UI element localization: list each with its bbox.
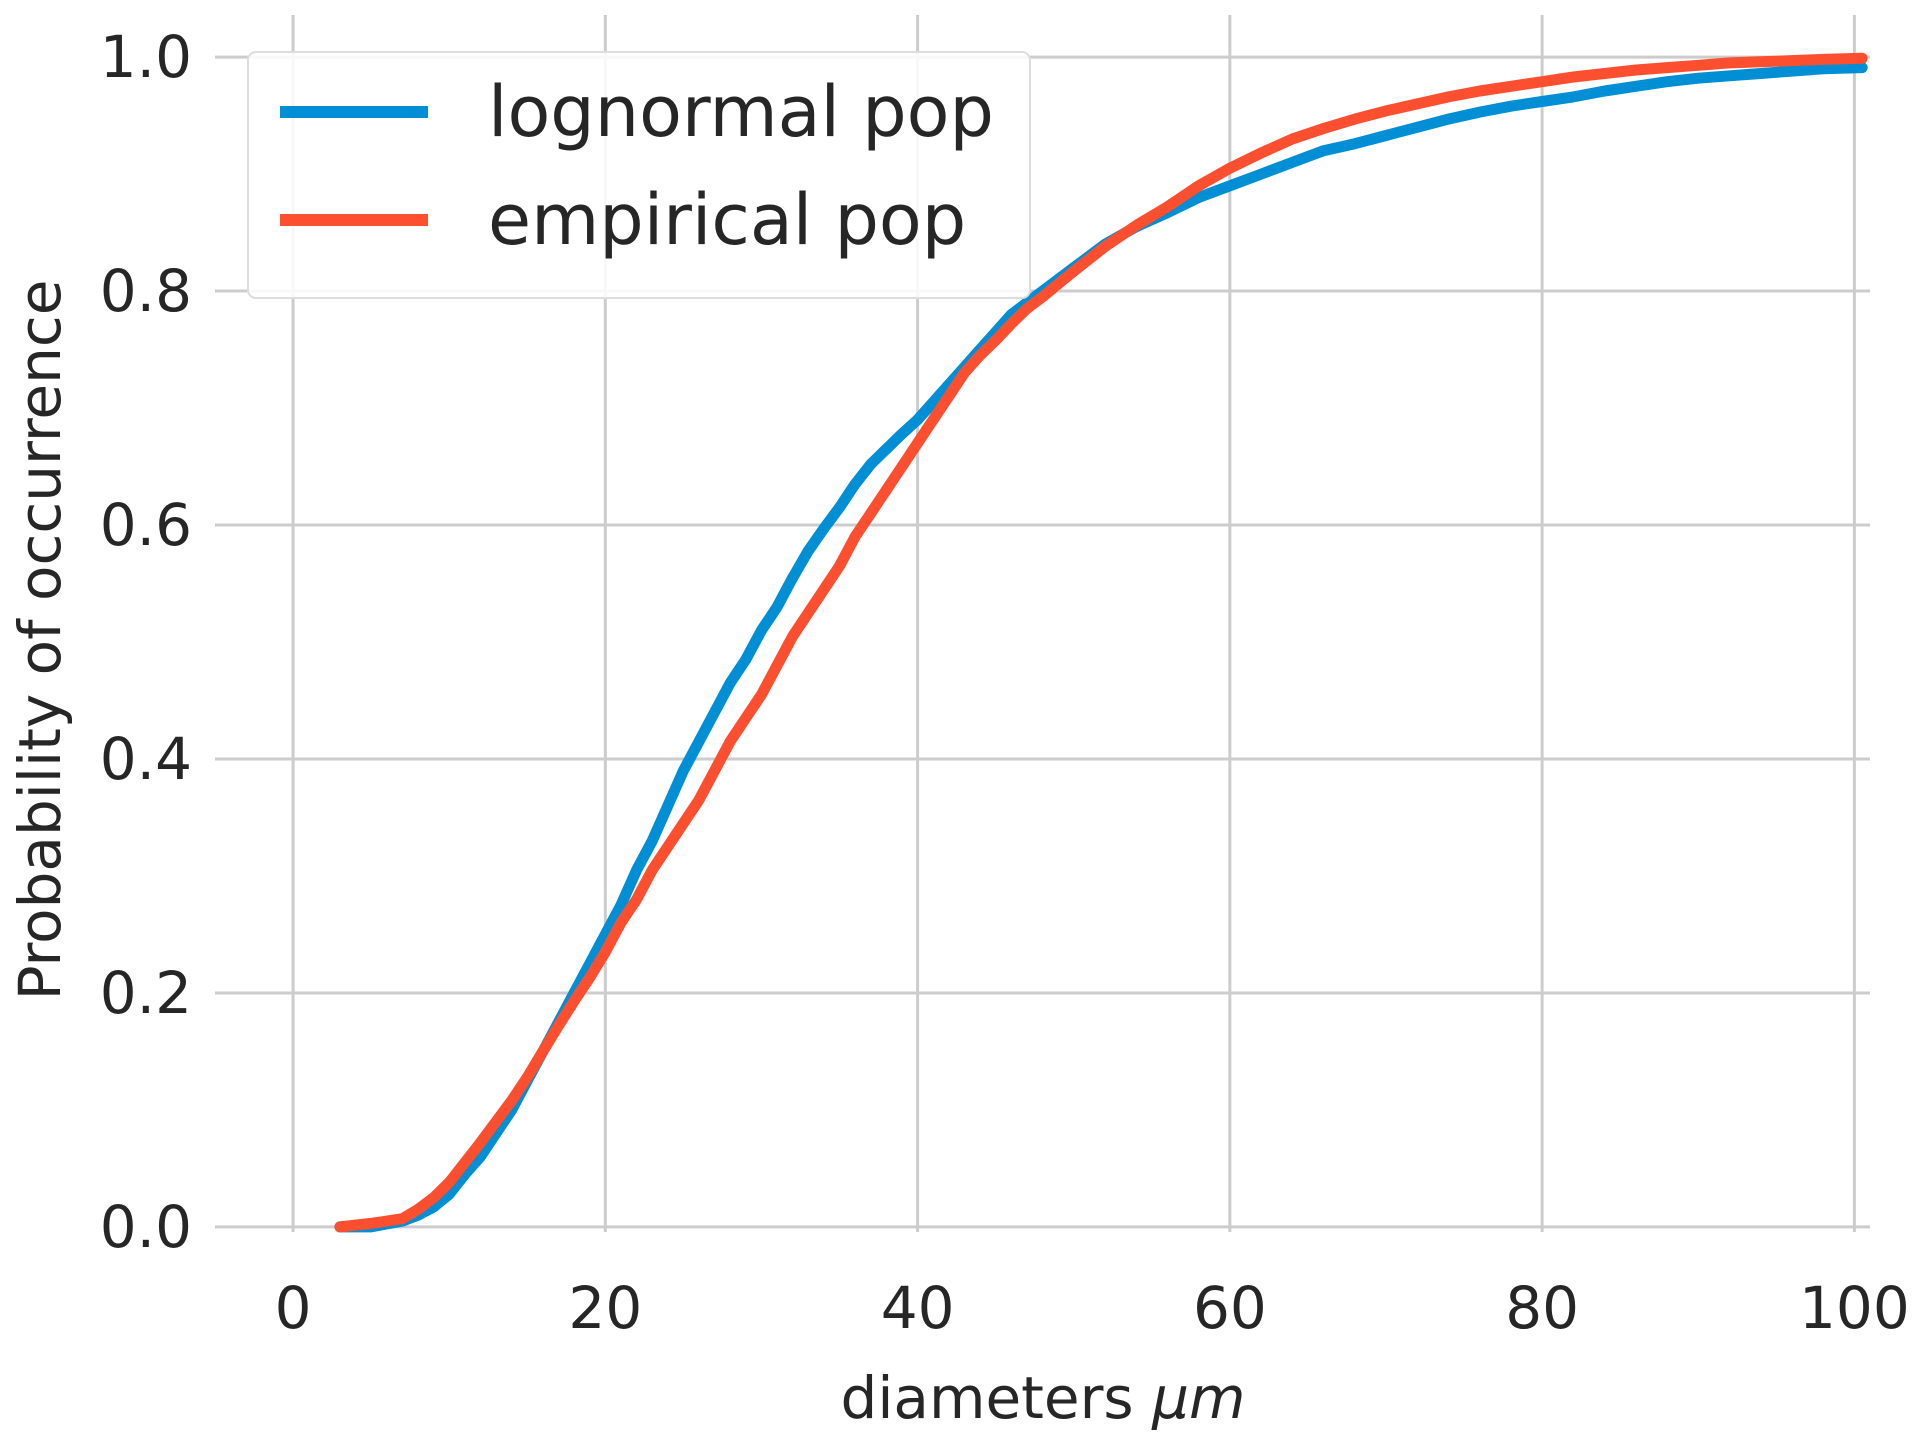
x-tick-label-5: 100 [1799,1274,1910,1342]
legend-label-1: empirical pop [488,179,966,261]
x-tick-label-1: 20 [568,1274,642,1342]
y-tick-labels: 0.0 0.2 0.4 0.6 0.8 1.0 [100,23,192,1261]
x-axis-label: diameters μm [841,1364,1246,1432]
legend: lognormal pop empirical pop [247,51,1031,299]
y-tick-label-2: 0.4 [100,725,192,793]
legend-label-0: lognormal pop [488,71,994,153]
x-tick-label-0: 0 [275,1274,312,1342]
series-line-empirical-pop [334,52,1868,1233]
y-tick-label-3: 0.6 [100,491,192,559]
legend-box [247,51,1031,299]
y-tick-label-4: 0.8 [100,257,192,325]
x-tick-labels: 0 20 40 60 80 100 [275,1274,1910,1342]
x-tick-label-3: 60 [1193,1274,1267,1342]
y-tick-label-5: 1.0 [100,23,192,91]
y-axis-label: Probability of occurrence [6,280,74,1001]
x-axis-label-unit: μm [1151,1364,1245,1432]
x-tick-label-2: 40 [881,1274,955,1342]
y-tick-label-0: 0.0 [100,1193,192,1261]
y-tick-label-1: 0.2 [100,959,192,1027]
series-lines [334,52,1868,1233]
x-axis-label-text: diameters [841,1364,1153,1432]
x-tick-label-4: 80 [1505,1274,1579,1342]
